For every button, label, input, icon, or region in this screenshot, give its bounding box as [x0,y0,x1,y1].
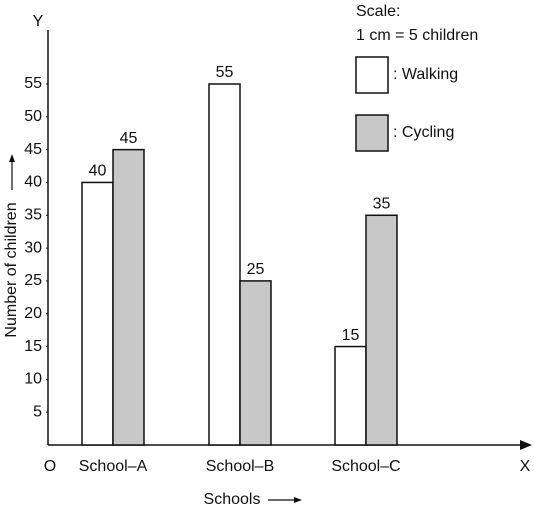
data-label: 25 [247,261,265,278]
y-tick-label: 55 [24,75,42,92]
data-label: 45 [120,130,138,147]
y-axis-letter: Y [33,13,44,30]
y-tick-label: 15 [24,338,42,355]
y-tick-label: 20 [24,305,42,322]
scale-text: 1 cm = 5 children [356,27,478,44]
bar [112,148,145,446]
y-tick-label: 5 [33,403,42,420]
x-tick-label: School–C [331,458,400,475]
y-tick-label: 50 [24,108,42,125]
legend-swatch [355,114,389,152]
y-tick-label: 10 [24,371,42,388]
data-label: 15 [342,327,360,344]
bar [239,280,272,446]
bar [365,214,398,446]
x-tick-label: School–B [206,458,275,475]
x-axis-letter: X [520,458,531,475]
origin-label: O [44,458,56,475]
legend-label: : Walking [393,66,458,83]
bar [334,345,367,446]
y-tick-label: 25 [24,272,42,289]
y-label-arrow-head [9,154,15,162]
bar [81,181,114,446]
y-axis-label: Number of children [3,202,20,337]
y-tick-label: 40 [24,174,42,191]
bar [208,83,241,446]
legend-swatch [355,56,389,94]
y-tick-label: 30 [24,239,42,256]
data-label: 35 [373,195,391,212]
scale-title: Scale: [356,3,400,20]
legend-label: : Cycling [393,124,454,141]
x-tick-label: School–A [79,458,148,475]
x-axis-arrow [520,440,532,450]
y-tick-label: 45 [24,141,42,158]
x-label-arrow-head [294,497,302,503]
data-label: 55 [216,64,234,81]
data-label: 40 [89,163,107,180]
y-tick-label: 35 [24,206,42,223]
x-axis-label: Schools [204,491,261,508]
